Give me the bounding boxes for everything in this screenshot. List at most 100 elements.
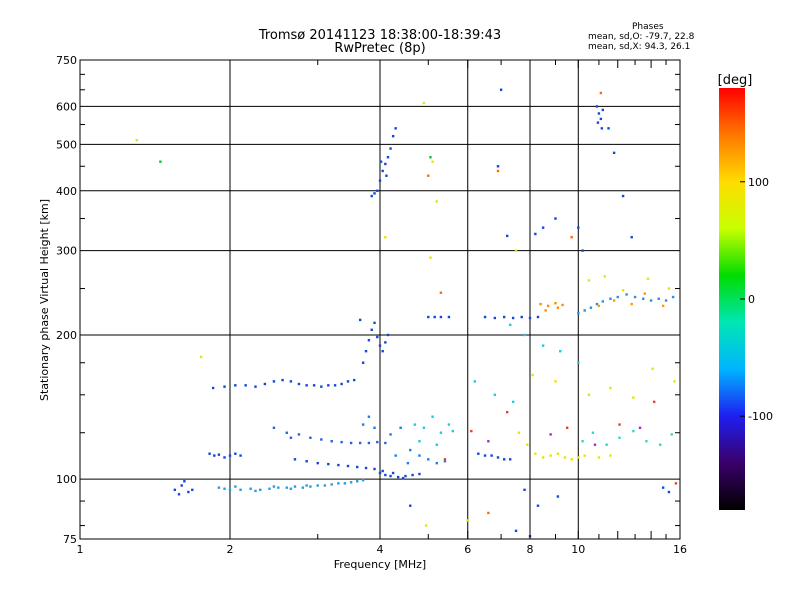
data-point <box>657 297 660 300</box>
data-point <box>337 482 340 485</box>
data-point <box>340 440 343 444</box>
phase-stats-o: mean, sd,O: -79.7, 22.8 <box>588 32 695 42</box>
data-point <box>305 484 308 487</box>
data-point <box>499 88 503 91</box>
data-point <box>373 321 376 325</box>
data-point <box>490 454 493 457</box>
data-point <box>173 488 177 492</box>
data-point <box>673 380 676 383</box>
data-point <box>595 105 599 108</box>
data-point <box>349 441 353 445</box>
data-point <box>526 443 529 446</box>
data-point <box>223 487 226 490</box>
data-point <box>263 382 267 386</box>
data-point <box>643 292 647 295</box>
data-point <box>556 306 560 309</box>
data-point <box>595 302 599 306</box>
data-point <box>391 471 395 475</box>
data-point <box>361 478 365 482</box>
data-point <box>289 436 293 439</box>
data-point <box>605 443 608 446</box>
x-axis-label: Frequency [MHz] <box>334 558 426 571</box>
data-point <box>597 112 601 115</box>
data-point <box>429 156 432 159</box>
data-point <box>381 349 384 353</box>
axis-ticks: 1 2 4 6 8 10 16 75 100 200 300 400 500 600 750 <box>56 54 687 556</box>
data-point <box>577 456 580 459</box>
data-point <box>466 519 469 522</box>
data-point <box>539 302 542 306</box>
data-point <box>330 483 333 486</box>
data-point <box>293 485 297 488</box>
data-point <box>633 295 637 299</box>
data-point <box>664 299 668 302</box>
data-point <box>496 169 500 173</box>
data-point <box>556 452 560 455</box>
data-point <box>394 127 397 130</box>
data-point <box>589 306 593 309</box>
data-point <box>597 304 601 308</box>
y-tick-label: 400 <box>56 185 77 198</box>
data-point <box>520 315 523 319</box>
data-point <box>583 309 586 312</box>
data-point <box>616 295 619 299</box>
data-point <box>505 410 509 414</box>
data-point <box>632 396 635 399</box>
grid-lines <box>80 60 680 539</box>
data-point <box>391 134 395 138</box>
data-point <box>385 174 388 177</box>
data-point <box>612 151 616 155</box>
data-point <box>381 169 384 173</box>
data-point <box>563 456 567 459</box>
data-point <box>384 473 387 477</box>
data-point <box>601 300 605 303</box>
data-point <box>401 476 405 480</box>
data-point <box>587 279 591 282</box>
data-point <box>581 249 584 252</box>
data-point <box>546 304 550 308</box>
data-point <box>649 299 653 302</box>
chart-subtitle: RwPretec (8p) <box>334 41 426 56</box>
data-point <box>406 461 410 465</box>
data-point <box>603 275 606 278</box>
data-point <box>228 488 232 492</box>
x-tick-label: 16 <box>673 543 687 556</box>
data-point <box>217 453 221 456</box>
data-point <box>487 440 490 443</box>
data-point <box>418 472 421 476</box>
data-point <box>316 484 319 487</box>
data-point <box>502 458 506 461</box>
data-point <box>523 333 526 337</box>
data-point <box>556 495 560 498</box>
data-point <box>607 127 610 130</box>
colorbar-ticks: 100 0 -100 <box>740 176 773 423</box>
data-point <box>411 473 414 477</box>
phase-statistics: Phases mean, sd,O: -79.7, 22.8 mean, sd,… <box>588 22 708 52</box>
data-point <box>658 443 662 446</box>
data-point <box>431 415 434 418</box>
data-point <box>424 524 428 527</box>
data-point <box>361 361 365 364</box>
data-point <box>511 316 515 320</box>
data-point <box>517 431 521 434</box>
data-point <box>379 160 383 163</box>
data-point <box>228 454 232 457</box>
data-point <box>159 160 162 163</box>
data-point <box>447 315 451 319</box>
data-point <box>511 400 515 404</box>
data-point <box>364 466 368 470</box>
data-point <box>593 443 597 446</box>
data-point <box>587 393 591 397</box>
data-point <box>477 452 480 455</box>
data-point <box>470 429 473 433</box>
data-point <box>577 226 580 229</box>
data-point <box>541 456 545 459</box>
data-point <box>435 443 438 446</box>
data-point <box>327 462 330 466</box>
data-point <box>601 108 605 112</box>
data-point <box>570 458 573 461</box>
data-point <box>541 226 545 229</box>
data-point <box>447 423 451 426</box>
data-point <box>565 426 569 430</box>
